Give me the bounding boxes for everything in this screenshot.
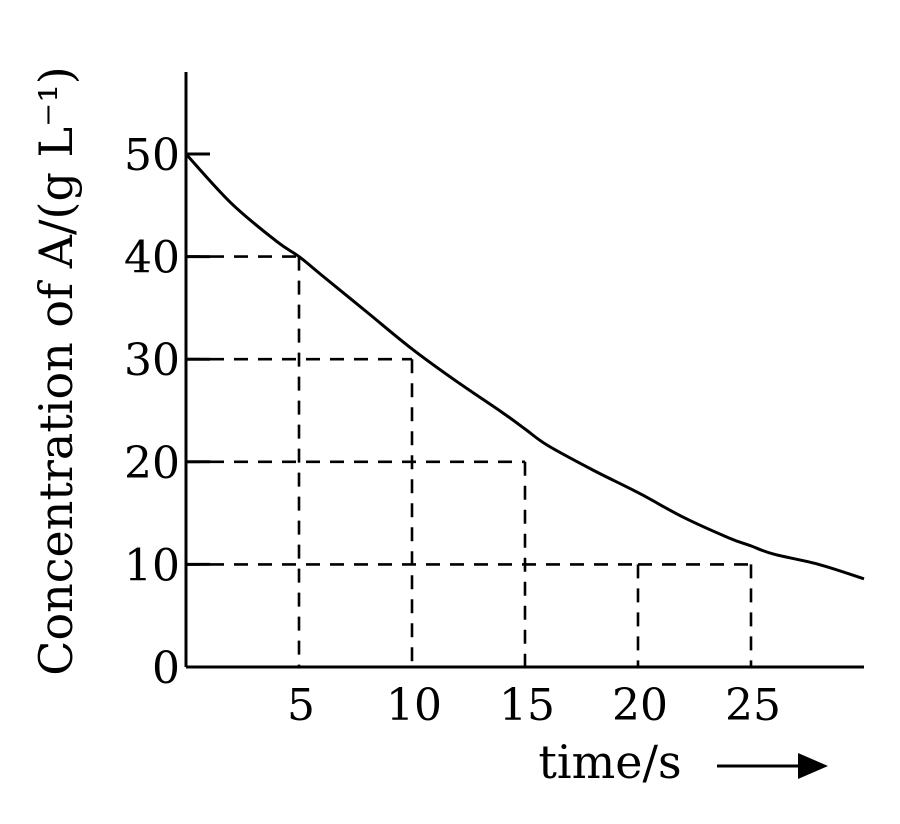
y-axis-title: Concentration of A/(g L⁻¹) <box>29 66 83 675</box>
y-tick-label: 50 <box>124 130 180 181</box>
x-tick-labels: 5 10 15 20 25 <box>287 680 781 731</box>
x-tick-label: 25 <box>725 680 781 731</box>
x-tick-label: 20 <box>612 680 668 731</box>
x-axis-arrow <box>717 753 828 779</box>
x-tick-label: 10 <box>386 680 442 731</box>
x-axis-title: time/s <box>538 735 681 789</box>
x-tick-label: 5 <box>287 680 315 731</box>
dashed-guide-lines <box>186 255 753 667</box>
series-line <box>184 152 865 581</box>
x-tick-label: 15 <box>499 680 555 731</box>
concentration-curve <box>184 152 865 581</box>
y-tick-label: 30 <box>124 335 180 386</box>
y-tick-label: 0 <box>152 643 180 694</box>
axes <box>184 72 864 669</box>
y-tick-label: 10 <box>124 540 180 591</box>
y-tick-label: 40 <box>124 233 180 284</box>
y-tick-label: 20 <box>124 438 180 489</box>
y-tick-labels: 0 10 20 30 40 50 <box>124 130 210 694</box>
